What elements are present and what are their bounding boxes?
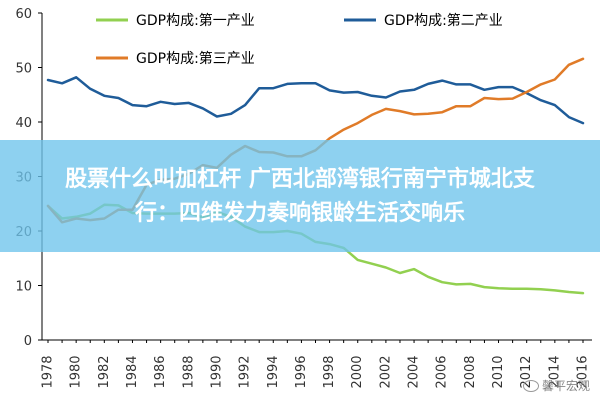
x-tick-label: 1984 (125, 355, 140, 388)
y-tick-label: 0 (24, 334, 32, 349)
x-tick-label: 2004 (407, 355, 422, 388)
series-line (46, 76, 585, 125)
x-tick-label: 2010 (491, 355, 506, 388)
headline-line-2: 行：四维发力奏响银龄生活交响乐 (134, 201, 465, 226)
headline-line-1: 股票什么叫加杠杆 广西北部湾银行南宁市城北支 (65, 167, 535, 192)
x-tick-label: 1990 (209, 355, 224, 388)
wechat-icon (522, 379, 539, 392)
x-tick-label: 2016 (576, 355, 591, 388)
headline-text[interactable]: 股票什么叫加杠杆 广西北部湾银行南宁市城北支 行：四维发力奏响银龄生活交响乐 (0, 163, 600, 231)
x-tick-label: 1994 (266, 355, 281, 388)
x-tick-label: 1980 (69, 355, 84, 388)
legend-label: GDP构成:第三产业 (136, 50, 255, 67)
x-tick-label: 1982 (97, 355, 112, 388)
legend-label: GDP构成:第一产业 (136, 12, 255, 29)
y-tick-label: 10 (15, 280, 32, 295)
headline-banner (0, 140, 600, 252)
x-tick-label: 1986 (153, 355, 168, 388)
x-tick-label: 1978 (41, 355, 56, 388)
x-tick-label: 2008 (463, 355, 478, 388)
x-tick-label: 2002 (378, 355, 393, 388)
source-watermark: 馨平宏观 (522, 377, 590, 394)
y-tick-label: 60 (15, 7, 32, 22)
x-tick-label: 1992 (238, 355, 253, 388)
legend: GDP构成:第一产业 GDP构成:第二产业 GDP构成:第三产业 (96, 12, 503, 67)
x-tick-label: 1996 (294, 355, 309, 388)
x-tick-label: 2014 (547, 355, 562, 388)
x-axis: 1978 1980 1982 1984 1986 1988 1990 1992 1994 1996… (41, 339, 592, 389)
legend-label: GDP构成:第二产业 (384, 12, 503, 29)
y-tick-label: 40 (15, 116, 32, 131)
x-tick-label: 2006 (435, 355, 450, 388)
x-tick-label: 1988 (181, 355, 196, 388)
watermark-text: 馨平宏观 (541, 379, 590, 393)
y-tick-label: 50 (15, 62, 32, 77)
x-tick-label: 1998 (322, 355, 337, 388)
x-tick-label: 2000 (350, 355, 365, 388)
